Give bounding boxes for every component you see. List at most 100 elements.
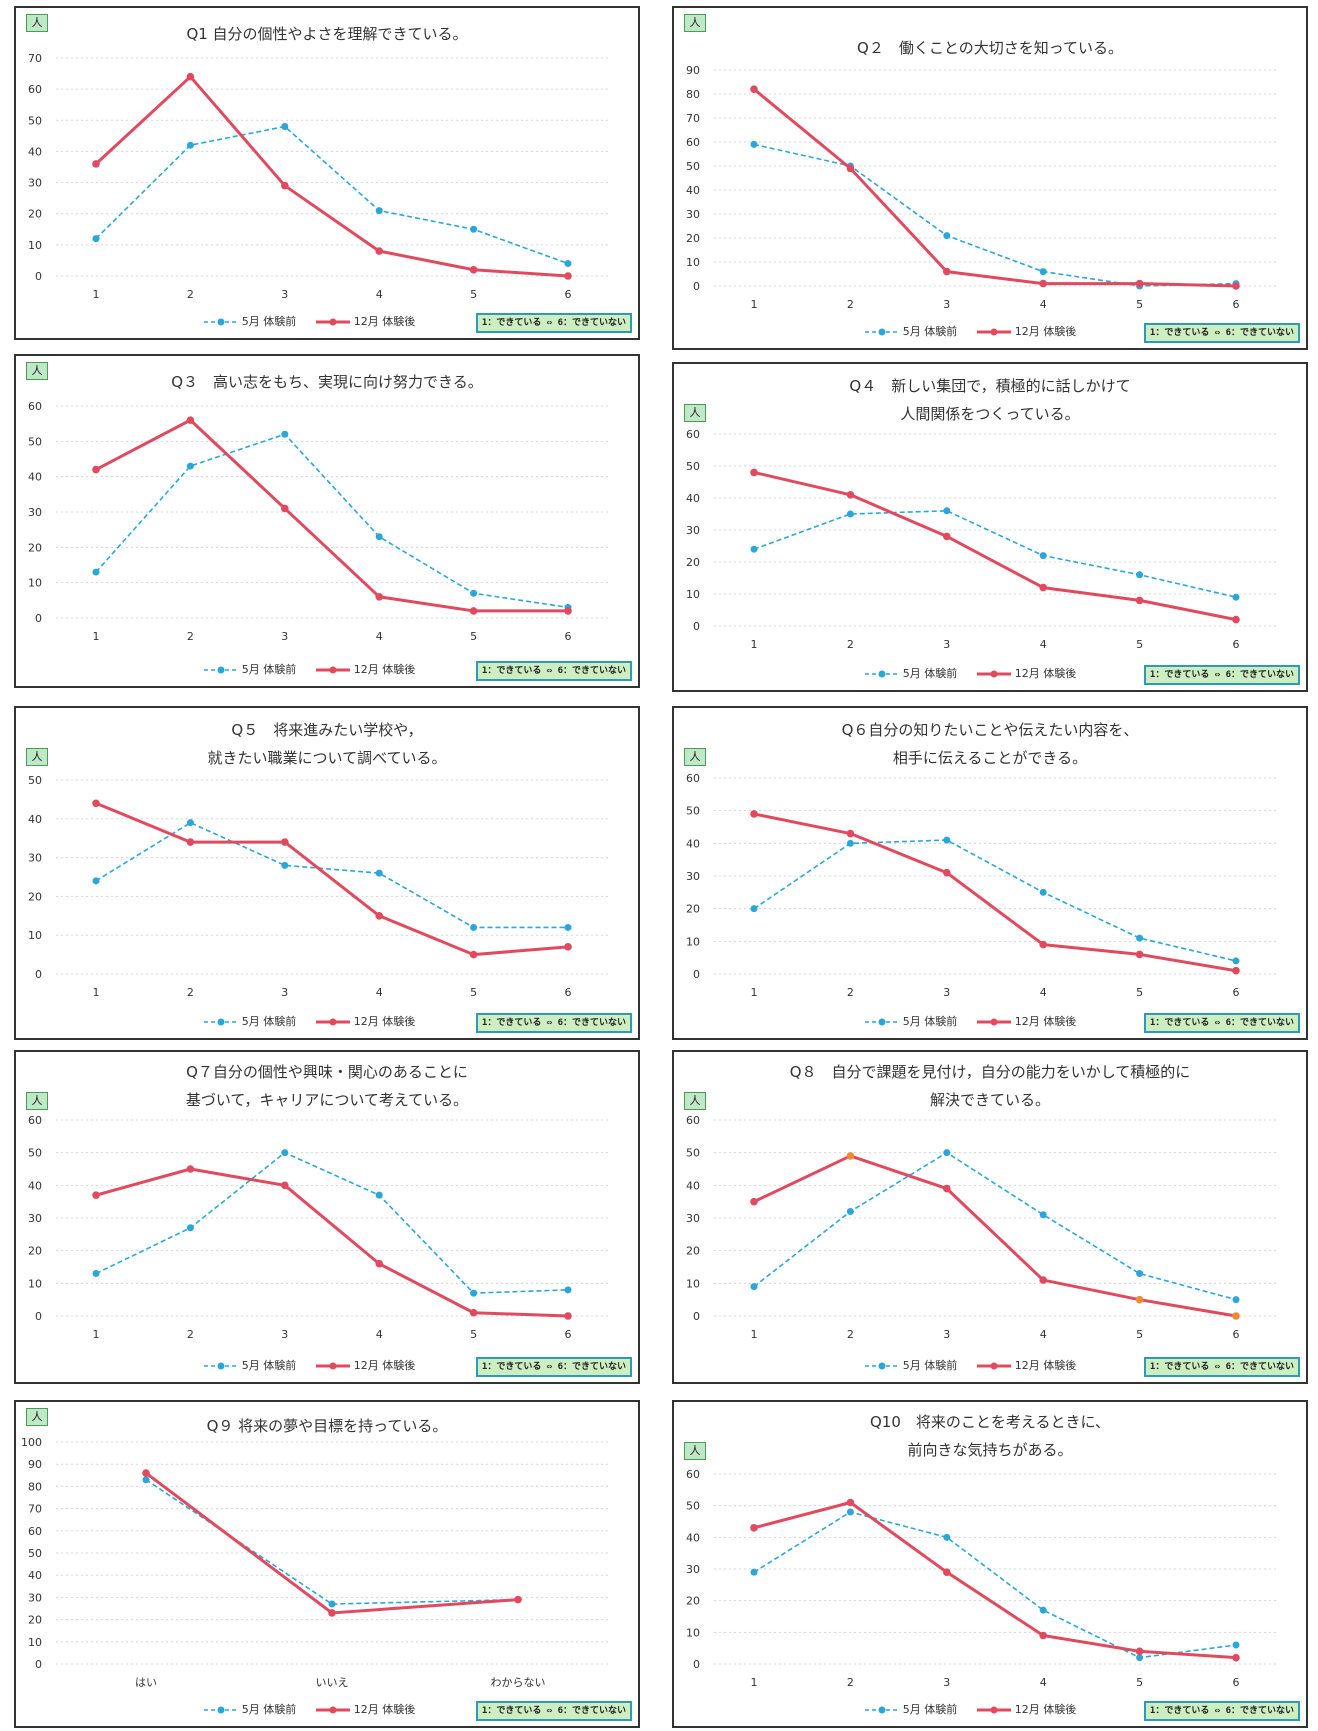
data-point-dec	[846, 829, 855, 838]
series-line-dec	[145, 1471, 519, 1615]
x-tick-label: 2	[187, 986, 194, 999]
legend-item-dec: 12月 体験後	[315, 660, 415, 680]
legend: 5月 体験前 12月 体験後 1：できている ⇔ 6：できていない	[674, 1700, 1306, 1721]
data-point-dec	[1232, 615, 1240, 624]
legend-swatch	[203, 665, 238, 675]
x-tick-label: 6	[1233, 986, 1240, 999]
y-tick-label: 40	[686, 837, 700, 850]
x-tick-label: 1	[93, 630, 100, 643]
y-tick-label: 60	[686, 1114, 700, 1127]
y-tick-label: 20	[28, 541, 42, 554]
data-point-dec	[1135, 950, 1144, 959]
data-point-dec	[1039, 583, 1047, 592]
scale-note: 1：できている ⇔ 6：できていない	[1143, 665, 1300, 685]
series-line-may	[753, 1151, 1237, 1301]
x-tick-label: 3	[281, 1328, 288, 1341]
line-chart: 0 10 20 30 40 50 60 1 2 3 4 5 6	[28, 1114, 608, 1341]
x-tick-label: わからない	[491, 1676, 546, 1689]
y-tick-label: 40	[686, 492, 700, 505]
data-point-dec	[186, 838, 195, 846]
y-tick-label: 30	[686, 1212, 700, 1225]
data-point-dec	[1232, 282, 1240, 290]
data-point-dec	[1232, 1312, 1240, 1320]
chart-title-line: Q1 自分の個性やよさを理解できている。	[186, 25, 468, 43]
legend-swatch	[976, 1361, 1011, 1371]
legend-swatch	[203, 1705, 238, 1715]
x-tick-label: 4	[376, 630, 383, 643]
legend-label: 5月 体験前	[902, 1015, 958, 1028]
x-tick-label: 3	[943, 638, 950, 651]
y-tick-label: 20	[28, 1614, 42, 1627]
y-tick-label: 0	[35, 612, 42, 625]
legend-item-dec: 12月 体験後	[315, 1356, 415, 1376]
series-line-may	[753, 510, 1237, 598]
x-tick-label: 6	[1233, 1328, 1240, 1341]
legend-item-may: 5月 体験前	[203, 660, 296, 680]
y-tick-label: 50	[686, 1500, 700, 1513]
y-tick-label: 60	[28, 1114, 42, 1127]
data-point-dec	[92, 465, 100, 474]
data-point-may	[470, 1289, 478, 1297]
data-point-dec	[846, 164, 855, 173]
x-tick-label: 2	[187, 1328, 194, 1341]
legend-swatch	[315, 1361, 350, 1371]
scale-note: 1：できている ⇔ 6：できていない	[475, 1357, 632, 1377]
x-tick-label: 3	[943, 986, 950, 999]
y-tick-label: 10	[28, 239, 42, 252]
legend-swatch	[203, 317, 238, 327]
x-tick-label: 4	[376, 288, 383, 301]
data-point-may	[470, 589, 478, 597]
data-point-dec	[750, 1524, 758, 1532]
data-point-may	[943, 232, 951, 240]
x-tick-label: 1	[751, 638, 758, 651]
series-line-may	[95, 433, 569, 609]
legend-swatch	[976, 327, 1011, 337]
y-tick-label: 30	[686, 208, 700, 221]
data-point-may	[1039, 1211, 1047, 1219]
chart-panel-9: 人 Q９ 将来の夢や目標を持っている。 0 10 20 30 40 50 60 70 80 90 100…	[14, 1400, 640, 1728]
chart-title-line: 相手に伝えることができる。	[892, 749, 1088, 767]
x-tick-label: 4	[1040, 1328, 1047, 1341]
x-tick-label: 2	[847, 1328, 854, 1341]
legend: 5月 体験前 12月 体験後 1：できている ⇔ 6：できていない	[674, 322, 1306, 343]
data-point-dec	[469, 1308, 478, 1317]
x-tick-label: 2	[847, 986, 854, 999]
y-tick-label: 0	[35, 1658, 42, 1671]
legend-item-dec: 12月 体験後	[976, 1356, 1076, 1376]
y-tick-label: 70	[28, 1503, 42, 1516]
x-tick-label: 3	[943, 1676, 950, 1689]
data-point-may	[943, 1533, 951, 1541]
x-tick-label: 1	[751, 1328, 758, 1341]
x-tick-label: 3	[281, 986, 288, 999]
series-line-dec	[95, 418, 568, 613]
unit-label: 人	[26, 362, 48, 380]
legend-label: 5月 体験前	[902, 1703, 958, 1716]
unit-label: 人	[684, 748, 706, 766]
legend-swatch	[864, 1705, 899, 1715]
legend-label: 12月 体験後	[1014, 1703, 1077, 1716]
data-point-may	[750, 545, 758, 553]
data-point-may	[1232, 593, 1240, 601]
legend-item-dec: 12月 体験後	[976, 664, 1076, 684]
y-tick-label: 40	[28, 1569, 42, 1582]
legend-label: 12月 体験後	[353, 1703, 416, 1716]
y-tick-label: 0	[35, 968, 42, 981]
data-point-may	[375, 207, 383, 215]
data-point-may	[564, 260, 572, 268]
legend-swatch	[864, 669, 899, 679]
data-point-may	[564, 1286, 572, 1294]
data-point-dec	[750, 1197, 758, 1206]
series-line-dec	[753, 88, 1237, 288]
legend-swatch	[315, 317, 350, 327]
legend-item-dec: 12月 体験後	[315, 1700, 416, 1720]
data-point-may	[750, 905, 758, 913]
y-tick-label: 10	[686, 1626, 700, 1639]
data-point-may	[1039, 552, 1047, 560]
chart-title-line: Q９ 将来の夢や目標を持っている。	[206, 1417, 448, 1435]
legend-item-dec: 12月 体験後	[315, 1012, 416, 1032]
y-tick-label: 30	[686, 870, 700, 883]
line-chart: 0 10 20 30 40 50 60 70 80 90 100 はい いいえ わからない	[21, 1436, 608, 1689]
data-point-dec	[1039, 1631, 1047, 1640]
legend-label: 12月 体験後	[353, 1015, 416, 1028]
x-tick-label: 5	[1136, 298, 1143, 311]
